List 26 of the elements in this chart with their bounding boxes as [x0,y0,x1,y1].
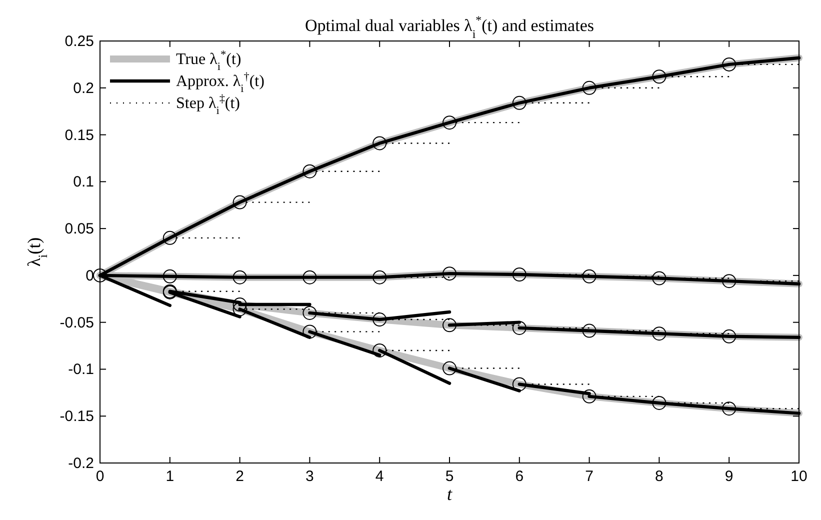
y-tick-label: -0.1 [68,361,94,378]
y-tick-label: -0.2 [68,455,94,472]
y-tick-label: 0.25 [64,33,94,50]
x-tick-label: 8 [655,468,664,485]
x-tick-label: 10 [790,468,808,485]
y-tick-label: 0 [86,267,94,284]
x-tick-label: 2 [236,468,244,485]
x-tick-label: 6 [515,468,524,485]
legend-label: Approx. λ$_{i}$$^{†}$(t) [176,71,264,95]
y-tick-label: 0.1 [73,174,94,191]
legend-label: True λ$_{i}$$^{*}$(t) [176,49,242,73]
x-axis-title: t [446,484,453,504]
y-tick-label: -0.05 [60,314,94,332]
x-tick-label: 3 [306,468,314,485]
chart-title: Optimal dual variables λ$_{i}$$^{*}$(t) and estimates [305,13,594,41]
y-tick-label: -0.15 [60,408,94,426]
x-tick-label: 5 [445,468,454,485]
x-tick-label: 7 [585,468,594,485]
legend-label: Step λ$_{i}$$^{‡}$(t) [176,93,240,117]
x-tick-label: 9 [724,468,734,485]
x-tick-label: 0 [96,468,104,485]
y-tick-label: 0.2 [73,80,94,97]
y-tick-label: 0.15 [64,126,94,144]
y-tick-label: 0.05 [64,220,94,238]
x-tick-label: 1 [166,468,174,485]
x-tick-label: 4 [375,468,384,485]
